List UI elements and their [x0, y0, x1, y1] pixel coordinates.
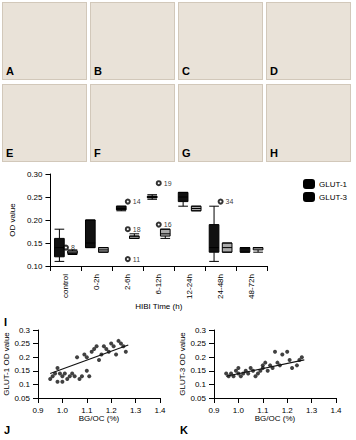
svg-text:0.15: 0.15: [190, 366, 206, 375]
svg-text:0.05: 0.05: [14, 394, 30, 403]
svg-text:12-24h: 12-24h: [185, 274, 194, 299]
svg-text:BG/OC (%): BG/OC (%): [255, 414, 296, 423]
html-text:B: B: [94, 65, 102, 77]
svg-text:0.10: 0.10: [27, 262, 43, 271]
svg-text:0.9: 0.9: [32, 406, 44, 415]
svg-text:0.2: 0.2: [19, 353, 31, 362]
svg-text:1.3: 1.3: [130, 406, 142, 415]
svg-text:0.25: 0.25: [190, 339, 206, 348]
svg-text:GLUT-3 OD value: GLUT-3 OD value: [178, 332, 187, 396]
html-text:F: F: [94, 147, 101, 159]
svg-text:48-72h: 48-72h: [247, 274, 256, 299]
svg-text:1.2: 1.2: [106, 406, 118, 415]
html-text:E: E: [6, 147, 14, 159]
html-text:D: D: [270, 65, 278, 77]
svg-text:0.9: 0.9: [208, 406, 220, 415]
svg-text:34: 34: [226, 198, 234, 205]
svg-text:1.1: 1.1: [257, 406, 269, 415]
svg-text:0.3: 0.3: [19, 326, 31, 335]
svg-text:1.3: 1.3: [306, 406, 318, 415]
svg-text:1.0: 1.0: [57, 406, 69, 415]
svg-text:16: 16: [164, 221, 172, 228]
svg-text:1.4: 1.4: [154, 406, 166, 415]
svg-text:GLUT-3: GLUT-3: [319, 193, 348, 202]
svg-text:J: J: [4, 424, 10, 436]
svg-text:19: 19: [164, 180, 172, 187]
svg-text:BG/OC (%): BG/OC (%): [79, 414, 120, 423]
html-text:H: H: [270, 147, 278, 159]
svg-text:1.1: 1.1: [81, 406, 93, 415]
svg-text:11: 11: [133, 256, 140, 263]
svg-text:OD value: OD value: [8, 203, 17, 237]
svg-text:0.05: 0.05: [190, 394, 206, 403]
svg-text:GLUT-1 OD value: GLUT-1 OD value: [2, 332, 11, 396]
svg-text:0.25: 0.25: [14, 339, 30, 348]
svg-text:I: I: [4, 316, 7, 328]
html-text:G: G: [182, 147, 191, 159]
svg-text:0.3: 0.3: [195, 326, 207, 335]
svg-text:1.2: 1.2: [282, 406, 294, 415]
svg-text:0.15: 0.15: [14, 366, 30, 375]
svg-text:0.25: 0.25: [27, 193, 43, 202]
svg-text:0.15: 0.15: [27, 239, 43, 248]
svg-text:0.20: 0.20: [27, 216, 43, 225]
svg-text:1.4: 1.4: [330, 406, 342, 415]
svg-text:0-2h: 0-2h: [92, 274, 101, 290]
svg-text:K: K: [180, 424, 188, 436]
svg-text:0.2: 0.2: [195, 353, 207, 362]
svg-text:24-48h: 24-48h: [216, 274, 225, 299]
svg-text:GLUT-1: GLUT-1: [319, 180, 348, 189]
svg-text:14: 14: [133, 198, 141, 205]
svg-text:6-12h: 6-12h: [154, 274, 163, 294]
svg-text:18: 18: [133, 226, 141, 233]
svg-text:HIBI Time (h): HIBI Time (h): [135, 302, 182, 311]
svg-text:8: 8: [71, 244, 75, 251]
html-text:A: A: [6, 65, 14, 77]
svg-text:1.0: 1.0: [233, 406, 245, 415]
svg-text:control: control: [61, 274, 70, 298]
svg-text:0.1: 0.1: [19, 380, 31, 389]
svg-text:0.1: 0.1: [195, 380, 207, 389]
html-text:C: C: [182, 65, 190, 77]
svg-text:0.30: 0.30: [27, 170, 43, 179]
svg-text:2-6h: 2-6h: [123, 274, 132, 290]
